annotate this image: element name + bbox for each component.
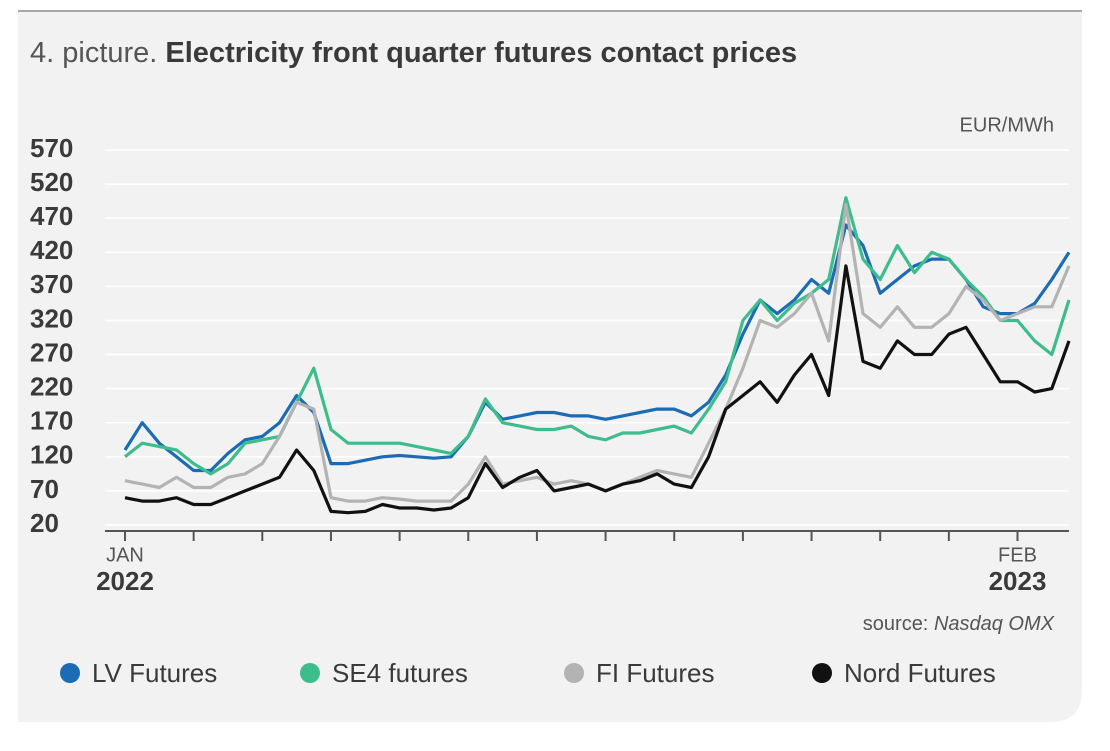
x-tick-label: JAN xyxy=(106,544,144,566)
legend-marker xyxy=(60,663,80,683)
legend-marker xyxy=(300,663,320,683)
series-line xyxy=(124,264,1071,515)
legend-label: LV Futures xyxy=(92,658,217,688)
x-year-label: 2023 xyxy=(989,566,1047,596)
legend-label: SE4 futures xyxy=(332,658,468,688)
y-tick-label: 270 xyxy=(30,337,73,367)
title-main: Electricity front quarter futures contac… xyxy=(165,37,797,69)
y-tick-label: 520 xyxy=(30,167,73,197)
x-tick-label: FEB xyxy=(998,544,1037,566)
y-tick-label: 470 xyxy=(30,201,73,231)
y-tick-label: 220 xyxy=(30,372,73,402)
y-tick-label: 170 xyxy=(30,406,73,436)
unit-label: EUR/MWh xyxy=(960,114,1054,136)
source: source: Nasdaq OMX xyxy=(863,613,1055,635)
y-tick-label: 570 xyxy=(30,133,73,163)
title-prefix: 4. picture. xyxy=(30,37,157,69)
legend-marker xyxy=(812,663,832,683)
y-tick-label: 20 xyxy=(30,508,59,538)
chart-title: 4. picture. Electricity front quarter fu… xyxy=(30,37,797,69)
legend-label: Nord Futures xyxy=(844,658,996,688)
source-label: source: xyxy=(863,613,929,635)
y-tick-label: 370 xyxy=(30,269,73,299)
legend-label: FI Futures xyxy=(596,658,714,688)
y-tick-label: 120 xyxy=(30,440,73,470)
x-year-label: 2022 xyxy=(96,566,154,596)
source-name: Nasdaq OMX xyxy=(934,613,1055,635)
panel xyxy=(18,10,1082,722)
legend-marker xyxy=(564,663,584,683)
y-tick-label: 320 xyxy=(30,303,73,333)
y-tick-label: 70 xyxy=(30,474,59,504)
y-tick-label: 420 xyxy=(30,235,73,265)
